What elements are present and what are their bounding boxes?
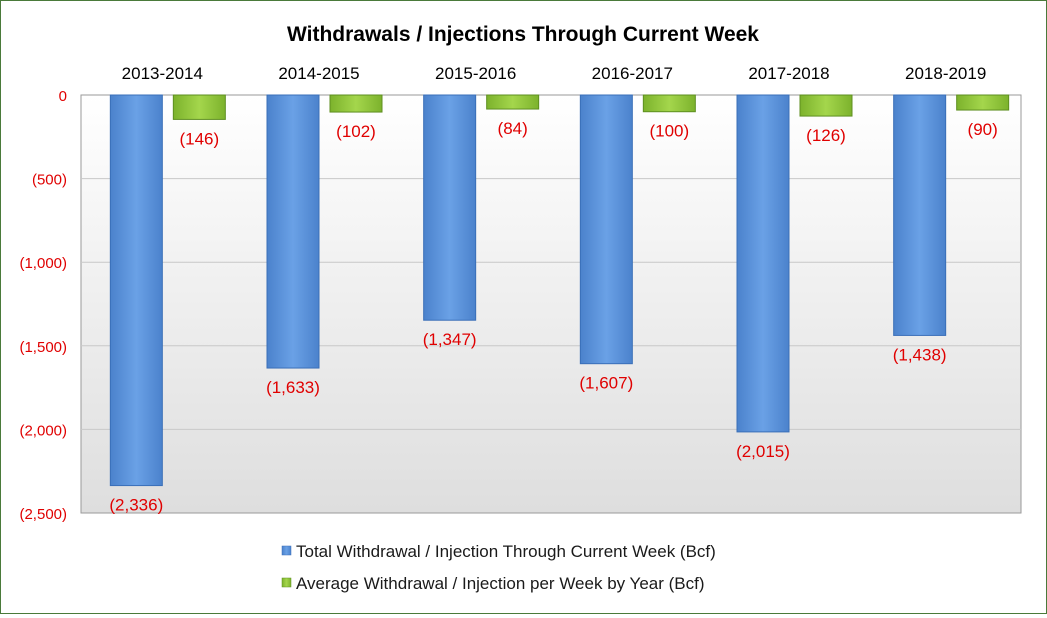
data-label-total: (2,015) (736, 442, 790, 461)
gridlines (81, 178, 1021, 430)
bar-total (736, 94, 790, 433)
bar-average (172, 94, 226, 120)
data-label-total: (1,438) (893, 345, 947, 364)
bar-average (329, 94, 383, 113)
data-label-average: (90) (968, 120, 998, 139)
category-label: 2015-2016 (435, 64, 516, 83)
data-label-average: (102) (336, 122, 376, 141)
bar-total (579, 94, 633, 365)
data-labels: (2,336) (146) (1,633) (102) (1,347) (84) (1,60… (109, 119, 997, 515)
bar-total (109, 94, 163, 487)
category-label: 2013-2014 (122, 64, 203, 83)
legend-label-total: Total Withdrawal / Injection Through Cur… (296, 542, 716, 561)
bar-average (486, 94, 540, 110)
data-label-total: (1,607) (579, 374, 633, 393)
bar-total (423, 94, 477, 321)
y-tick-label: (1,500) (19, 339, 67, 356)
bar-total (266, 94, 320, 369)
bar-average (956, 94, 1010, 111)
y-axis: 0 (500) (1,000) (1,500) (2,000) (2,500) (19, 88, 67, 523)
bar-total (893, 94, 947, 336)
y-tick-label: (2,500) (19, 506, 67, 523)
category-labels: 2013-2014 2014-2015 2015-2016 2016-2017 2017… (122, 64, 987, 83)
legend: Total Withdrawal / Injection Through Cur… (281, 542, 716, 593)
y-tick-label: (500) (32, 172, 67, 189)
chart-title: Withdrawals / Injections Through Current… (287, 23, 759, 46)
category-label: 2018-2019 (905, 64, 986, 83)
y-tick-label: (2,000) (19, 422, 67, 439)
data-label-average: (126) (806, 126, 846, 145)
data-label-average: (146) (179, 129, 219, 148)
data-label-total: (2,336) (109, 496, 163, 515)
bar-average (799, 94, 853, 117)
category-label: 2014-2015 (278, 64, 359, 83)
legend-label-average: Average Withdrawal / Injection per Week … (296, 574, 705, 593)
category-label: 2016-2017 (592, 64, 673, 83)
data-label-total: (1,633) (266, 378, 320, 397)
data-label-average: (100) (649, 122, 689, 141)
y-tick-label: (1,000) (19, 255, 67, 272)
legend-swatch-total (281, 545, 292, 556)
bar-average (642, 94, 696, 113)
data-label-average: (84) (498, 119, 528, 138)
category-label: 2017-2018 (748, 64, 829, 83)
data-label-total: (1,347) (423, 330, 477, 349)
y-tick-label: 0 (59, 88, 67, 105)
legend-swatch-average (281, 577, 292, 588)
plot-area (80, 94, 1022, 514)
bars (109, 94, 1010, 487)
